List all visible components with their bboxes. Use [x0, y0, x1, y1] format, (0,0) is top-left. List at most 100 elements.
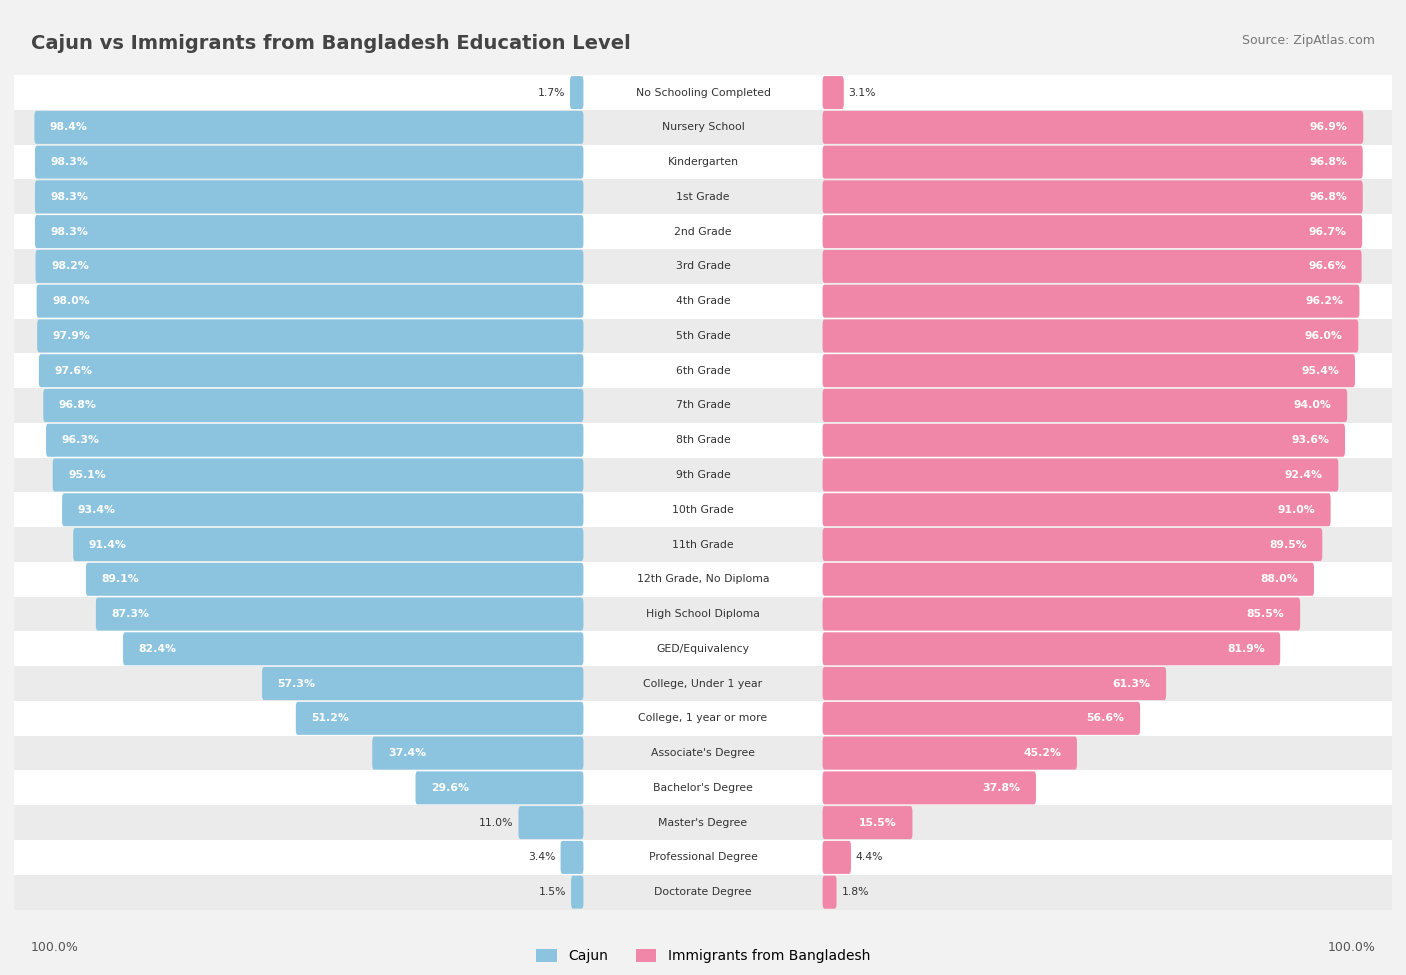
Text: 100.0%: 100.0%	[31, 941, 79, 955]
FancyBboxPatch shape	[823, 145, 1362, 178]
FancyBboxPatch shape	[35, 250, 583, 283]
Text: 96.9%: 96.9%	[1310, 122, 1348, 133]
Legend: Cajun, Immigrants from Bangladesh: Cajun, Immigrants from Bangladesh	[536, 950, 870, 963]
Text: 96.8%: 96.8%	[59, 401, 97, 410]
Bar	[14, 597, 1392, 632]
Text: 95.1%: 95.1%	[69, 470, 105, 480]
Text: College, Under 1 year: College, Under 1 year	[644, 679, 762, 688]
FancyBboxPatch shape	[823, 180, 1362, 214]
FancyBboxPatch shape	[34, 111, 583, 144]
FancyBboxPatch shape	[823, 667, 1166, 700]
Text: 29.6%: 29.6%	[432, 783, 470, 793]
FancyBboxPatch shape	[415, 771, 583, 804]
Text: 97.9%: 97.9%	[52, 331, 90, 341]
Bar	[14, 249, 1392, 284]
Text: Bachelor's Degree: Bachelor's Degree	[652, 783, 754, 793]
Bar	[14, 388, 1392, 423]
Text: GED/Equivalency: GED/Equivalency	[657, 644, 749, 654]
FancyBboxPatch shape	[823, 458, 1339, 491]
FancyBboxPatch shape	[62, 493, 583, 526]
FancyBboxPatch shape	[823, 111, 1364, 144]
Bar	[14, 284, 1392, 319]
Text: 89.1%: 89.1%	[101, 574, 139, 584]
FancyBboxPatch shape	[96, 598, 583, 631]
Text: 82.4%: 82.4%	[139, 644, 177, 654]
Bar	[14, 214, 1392, 249]
Text: 1.7%: 1.7%	[537, 88, 565, 98]
Text: 7th Grade: 7th Grade	[676, 401, 730, 410]
Text: 10th Grade: 10th Grade	[672, 505, 734, 515]
Text: 96.7%: 96.7%	[1309, 226, 1347, 237]
FancyBboxPatch shape	[823, 76, 844, 109]
FancyBboxPatch shape	[122, 633, 583, 665]
FancyBboxPatch shape	[823, 528, 1322, 561]
FancyBboxPatch shape	[823, 806, 912, 839]
Text: 88.0%: 88.0%	[1261, 574, 1299, 584]
FancyBboxPatch shape	[823, 633, 1281, 665]
FancyBboxPatch shape	[37, 285, 583, 318]
FancyBboxPatch shape	[823, 876, 837, 909]
FancyBboxPatch shape	[35, 215, 583, 249]
FancyBboxPatch shape	[823, 250, 1361, 283]
FancyBboxPatch shape	[52, 458, 583, 491]
Bar	[14, 144, 1392, 179]
FancyBboxPatch shape	[823, 598, 1301, 631]
FancyBboxPatch shape	[823, 771, 1036, 804]
Bar	[14, 770, 1392, 805]
FancyBboxPatch shape	[823, 424, 1346, 456]
Text: Kindergarten: Kindergarten	[668, 157, 738, 167]
Text: 91.4%: 91.4%	[89, 539, 127, 550]
Bar	[14, 632, 1392, 666]
Text: College, 1 year or more: College, 1 year or more	[638, 714, 768, 723]
Text: 98.4%: 98.4%	[51, 122, 87, 133]
Text: 81.9%: 81.9%	[1227, 644, 1264, 654]
Text: 56.6%: 56.6%	[1087, 714, 1125, 723]
Text: 3rd Grade: 3rd Grade	[675, 261, 731, 271]
FancyBboxPatch shape	[519, 806, 583, 839]
Text: 8th Grade: 8th Grade	[676, 435, 730, 446]
FancyBboxPatch shape	[39, 354, 583, 387]
FancyBboxPatch shape	[823, 840, 851, 874]
Text: 87.3%: 87.3%	[111, 609, 149, 619]
Text: 96.0%: 96.0%	[1305, 331, 1343, 341]
FancyBboxPatch shape	[823, 702, 1140, 735]
Text: 4.4%: 4.4%	[856, 852, 883, 863]
Text: 1st Grade: 1st Grade	[676, 192, 730, 202]
Bar	[14, 527, 1392, 562]
Text: 37.8%: 37.8%	[983, 783, 1021, 793]
FancyBboxPatch shape	[295, 702, 583, 735]
Text: 51.2%: 51.2%	[311, 714, 349, 723]
FancyBboxPatch shape	[823, 215, 1362, 249]
FancyBboxPatch shape	[569, 76, 583, 109]
FancyBboxPatch shape	[73, 528, 583, 561]
Text: 45.2%: 45.2%	[1024, 748, 1062, 759]
Text: 11.0%: 11.0%	[479, 818, 513, 828]
Text: 98.3%: 98.3%	[51, 157, 89, 167]
Bar	[14, 701, 1392, 736]
Text: 37.4%: 37.4%	[388, 748, 426, 759]
Text: 96.8%: 96.8%	[1309, 157, 1347, 167]
FancyBboxPatch shape	[823, 285, 1360, 318]
Text: Master's Degree: Master's Degree	[658, 818, 748, 828]
Text: Doctorate Degree: Doctorate Degree	[654, 887, 752, 897]
Bar	[14, 353, 1392, 388]
FancyBboxPatch shape	[571, 876, 583, 909]
Bar	[14, 562, 1392, 597]
Bar	[14, 179, 1392, 214]
Text: 2nd Grade: 2nd Grade	[675, 226, 731, 237]
Bar	[14, 805, 1392, 840]
FancyBboxPatch shape	[823, 563, 1315, 596]
Bar	[14, 110, 1392, 144]
Text: High School Diploma: High School Diploma	[647, 609, 759, 619]
Text: 95.4%: 95.4%	[1302, 366, 1340, 375]
Text: 100.0%: 100.0%	[1327, 941, 1375, 955]
FancyBboxPatch shape	[86, 563, 583, 596]
Text: 93.4%: 93.4%	[77, 505, 115, 515]
FancyBboxPatch shape	[37, 320, 583, 352]
Text: 4th Grade: 4th Grade	[676, 296, 730, 306]
FancyBboxPatch shape	[35, 180, 583, 214]
Text: 85.5%: 85.5%	[1247, 609, 1285, 619]
Bar	[14, 457, 1392, 492]
FancyBboxPatch shape	[44, 389, 583, 422]
Text: 3.1%: 3.1%	[848, 88, 876, 98]
